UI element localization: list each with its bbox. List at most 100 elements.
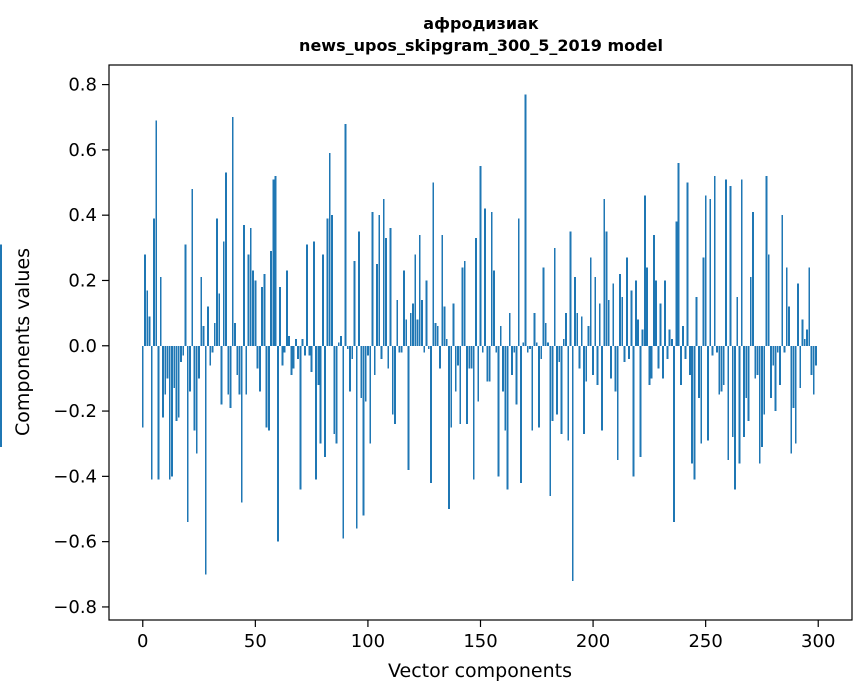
bar <box>418 234 421 346</box>
bar <box>222 241 225 346</box>
bar <box>661 345 664 379</box>
bar <box>407 345 410 470</box>
bar <box>776 345 779 353</box>
bar <box>319 345 322 444</box>
bar <box>425 280 428 346</box>
bar <box>144 254 146 346</box>
bar <box>276 345 279 542</box>
bar <box>0 345 2 415</box>
bar <box>331 215 333 346</box>
bar <box>177 345 180 418</box>
bar <box>472 345 475 480</box>
bar <box>166 345 169 379</box>
bar <box>441 234 444 346</box>
bar <box>265 345 268 428</box>
bar <box>571 345 574 581</box>
bar <box>709 198 712 346</box>
bar <box>457 345 459 366</box>
bar <box>349 345 351 392</box>
bar <box>756 345 759 376</box>
y-tick-label: −0.4 <box>53 466 97 487</box>
bar <box>180 345 182 363</box>
bar <box>220 345 223 405</box>
bar <box>535 342 538 346</box>
bar <box>562 339 565 346</box>
bar <box>403 270 405 346</box>
bar <box>761 345 763 447</box>
bar <box>682 326 685 346</box>
bar <box>637 319 640 346</box>
bar <box>301 339 304 346</box>
bar <box>445 339 448 346</box>
bar <box>207 306 209 346</box>
bar <box>497 345 500 477</box>
bar <box>549 345 552 496</box>
bar <box>587 326 590 346</box>
bar <box>619 273 621 346</box>
bar <box>362 345 365 516</box>
bar <box>247 254 250 346</box>
bar <box>664 280 667 346</box>
bar <box>243 224 245 346</box>
bar <box>799 345 802 389</box>
bar <box>450 345 453 428</box>
bar <box>558 345 561 363</box>
bar <box>815 345 817 366</box>
bar <box>454 345 457 392</box>
bar <box>605 231 608 346</box>
bar <box>598 303 601 346</box>
bar <box>612 283 615 346</box>
bar <box>675 221 678 346</box>
bar <box>515 345 518 405</box>
bar <box>340 335 342 346</box>
bar <box>146 290 149 346</box>
bar <box>718 345 721 395</box>
bar <box>614 345 617 392</box>
bar <box>502 345 504 392</box>
bar <box>369 345 372 444</box>
bar <box>452 303 455 346</box>
bar <box>475 238 477 346</box>
bar <box>553 247 556 346</box>
bar <box>155 120 158 346</box>
bar <box>448 345 450 509</box>
bar <box>567 345 570 441</box>
bar <box>517 218 520 346</box>
bar <box>628 345 630 359</box>
bar <box>468 345 471 369</box>
bar <box>200 277 203 346</box>
bar <box>688 345 691 376</box>
bar <box>641 329 644 346</box>
bar <box>394 345 396 425</box>
x-tick-label: 0 <box>137 631 148 652</box>
bar <box>184 244 187 346</box>
bar <box>153 218 155 346</box>
bar <box>490 211 493 346</box>
bar <box>729 185 732 346</box>
bar <box>785 267 788 346</box>
bar <box>754 345 757 379</box>
bar <box>400 345 403 353</box>
plot-frame <box>108 64 853 621</box>
bar <box>529 345 531 350</box>
bar <box>245 345 248 395</box>
bar <box>432 182 435 346</box>
bar <box>358 231 360 346</box>
bar <box>378 215 381 346</box>
bar <box>335 345 338 444</box>
bar <box>774 345 777 412</box>
bar <box>148 316 151 346</box>
bar <box>499 326 502 346</box>
bar <box>508 313 511 346</box>
bar <box>479 166 482 346</box>
bar <box>213 322 216 346</box>
bar <box>355 345 358 529</box>
bar <box>360 345 363 398</box>
bar <box>171 345 173 477</box>
bar <box>794 345 797 444</box>
bar <box>738 345 741 464</box>
bar <box>596 345 599 385</box>
bar <box>634 280 637 346</box>
bar <box>792 345 795 408</box>
